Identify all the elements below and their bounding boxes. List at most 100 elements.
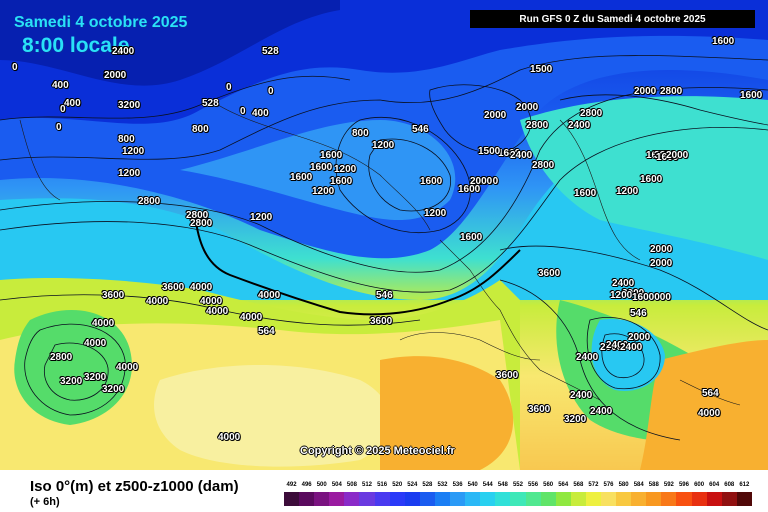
contour-label-2800: 2800 bbox=[190, 218, 213, 229]
scale-label: 516 bbox=[377, 482, 388, 488]
contour-label-4000: 4000 bbox=[92, 318, 115, 329]
scale-label: 532 bbox=[437, 482, 448, 488]
scale-swatch bbox=[374, 492, 390, 506]
scale-swatch bbox=[600, 492, 617, 506]
contour-label-4000: 4000 bbox=[190, 282, 213, 293]
contour-label-1200: 1200 bbox=[118, 168, 141, 179]
scale-label: 612 bbox=[739, 482, 750, 488]
contour-label-1200: 1200 bbox=[122, 146, 145, 157]
contour-label-1500: 1500 bbox=[478, 146, 501, 157]
scale-label: 556 bbox=[528, 482, 539, 488]
contour-label-564: 564 bbox=[702, 388, 719, 399]
copyright-notice: Copyright © 2025 Meteociel.fr bbox=[300, 445, 455, 457]
scale-label: 572 bbox=[588, 482, 599, 488]
contour-label-528: 528 bbox=[262, 46, 279, 57]
scale-swatch bbox=[736, 492, 752, 506]
scale-label: 528 bbox=[422, 482, 433, 488]
contour-label-1600: 1600 bbox=[290, 172, 313, 183]
scale-swatch bbox=[314, 492, 330, 506]
contour-label-4000: 4000 bbox=[84, 338, 107, 349]
contour-label-0: 0 bbox=[240, 106, 246, 117]
scale-swatch bbox=[525, 492, 541, 506]
scale-swatch bbox=[570, 492, 586, 506]
field-pale-yellow bbox=[154, 365, 390, 467]
contour-lines bbox=[0, 55, 768, 441]
contour-label-1600: 1600 bbox=[458, 184, 481, 195]
contour-label-4000: 4000 bbox=[146, 296, 169, 307]
scale-swatch bbox=[721, 492, 737, 506]
contour-label-2400: 2400 bbox=[570, 390, 593, 401]
contour-label-2800: 2800 bbox=[660, 86, 683, 97]
contour-label-4000: 4000 bbox=[116, 362, 139, 373]
contour-label-3600: 3600 bbox=[538, 268, 561, 279]
scale-label: 500 bbox=[316, 482, 327, 488]
scale-swatch bbox=[465, 492, 481, 506]
scale-swatch bbox=[404, 492, 420, 506]
contour-label-2000: 2000 bbox=[634, 86, 657, 97]
contour-label-4000: 4000 bbox=[200, 296, 223, 307]
contour-label-3600: 3600 bbox=[496, 370, 519, 381]
contour-label-2000: 2000 bbox=[104, 70, 127, 81]
legend-subtitle: (+ 6h) bbox=[30, 496, 60, 508]
forecast-time: 8:00 locale bbox=[22, 34, 130, 57]
scale-label: 552 bbox=[512, 482, 523, 488]
legend-footer: Iso 0°(m) et z500-z1000 (dam) (+ 6h) 492… bbox=[0, 470, 768, 512]
scale-label: 540 bbox=[467, 482, 478, 488]
scale-label: 568 bbox=[573, 482, 584, 488]
scale-swatch bbox=[616, 492, 632, 506]
scale-label: 536 bbox=[452, 482, 463, 488]
scale-label: 544 bbox=[482, 482, 493, 488]
contour-label-0: 0 bbox=[56, 122, 62, 133]
contour-label-0: 0 bbox=[12, 62, 18, 73]
contour-label-2800: 2800 bbox=[526, 120, 549, 131]
scale-swatch bbox=[631, 492, 647, 506]
contour-label-3200: 3200 bbox=[564, 414, 587, 425]
contour-label-400: 400 bbox=[52, 80, 69, 91]
contour-label-3200: 3200 bbox=[60, 376, 83, 387]
contour-label-2000: 2000 bbox=[628, 332, 651, 343]
contour-label-1600: 1600 bbox=[330, 176, 353, 187]
contour-label-2400: 2400 bbox=[620, 342, 643, 353]
contour-label-3600: 3600 bbox=[370, 316, 393, 327]
field-darkest-blue bbox=[0, 0, 340, 86]
scale-label: 524 bbox=[407, 482, 418, 488]
forecast-date: Samedi 4 octobre 2025 bbox=[14, 14, 188, 31]
scale-label: 584 bbox=[633, 482, 644, 488]
contour-label-3600: 3600 bbox=[102, 290, 125, 301]
contour-label-1600: 1600 bbox=[310, 162, 333, 173]
contour-label-1600: 1600 bbox=[640, 174, 663, 185]
scale-swatch bbox=[450, 492, 466, 506]
scale-label: 576 bbox=[603, 482, 614, 488]
contour-label-1600: 1600 bbox=[740, 90, 763, 101]
scale-swatch bbox=[540, 492, 556, 506]
contour-label-528: 528 bbox=[202, 98, 219, 109]
contour-label-2800: 2800 bbox=[186, 210, 209, 221]
field-orange-africa bbox=[380, 356, 514, 470]
contour-label-1200: 1200 bbox=[372, 140, 395, 151]
contour-label-1500: 1500 bbox=[530, 64, 553, 75]
contour-label-1200: 1200 bbox=[616, 186, 639, 197]
contour-label-800: 800 bbox=[352, 128, 369, 139]
contour-label-1600: 1600 bbox=[460, 232, 483, 243]
contour-label-1200: 1200 bbox=[312, 186, 335, 197]
scale-swatch bbox=[691, 492, 707, 506]
contour-label-564: 564 bbox=[258, 326, 275, 337]
contour-label-0: 0 bbox=[60, 104, 66, 115]
weather-map: Samedi 4 octobre 2025 8:00 locale Run GF… bbox=[0, 0, 768, 470]
scale-label: 560 bbox=[543, 482, 554, 488]
scale-swatch bbox=[510, 492, 526, 506]
contour-label-2800: 2800 bbox=[138, 196, 161, 207]
contour-label-4000: 4000 bbox=[698, 408, 721, 419]
scale-label: 504 bbox=[331, 482, 342, 488]
contour-label-4000: 4000 bbox=[206, 306, 229, 317]
contour-label-546: 546 bbox=[376, 290, 393, 301]
contour-label-2000: 2000 bbox=[650, 244, 673, 255]
contour-label-1200: 1200 bbox=[334, 164, 357, 175]
field-light-blue-trough bbox=[180, 120, 456, 220]
contour-label-2400: 2400 bbox=[612, 278, 635, 289]
scale-swatch bbox=[661, 492, 677, 506]
field-orange-east bbox=[640, 340, 768, 470]
contour-label-2000: 2000 bbox=[622, 288, 645, 299]
contour-label-2400: 2400 bbox=[606, 340, 629, 351]
color-scale-labels: 492 496 500 504 508 512 516 520 524 528 532 536 540 5… bbox=[284, 480, 752, 490]
